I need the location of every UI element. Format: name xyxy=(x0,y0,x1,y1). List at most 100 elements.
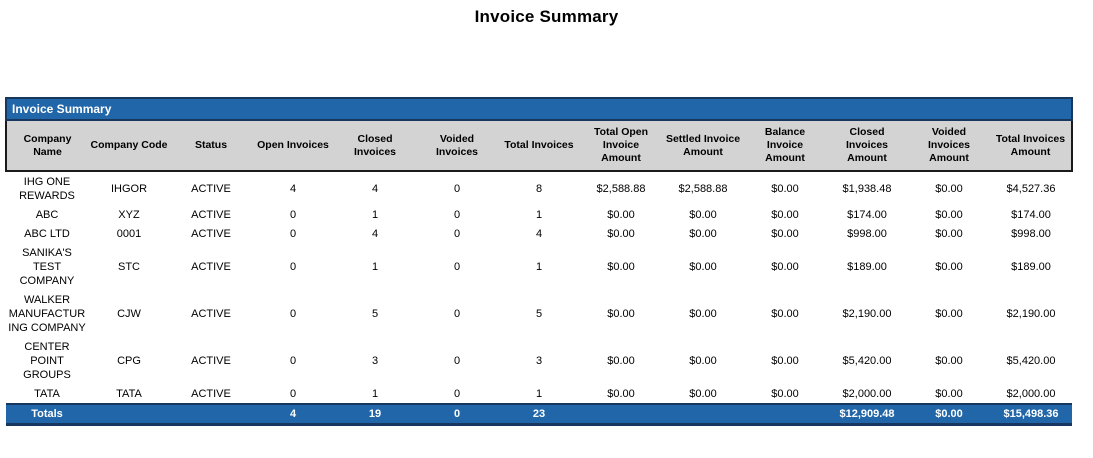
cell: 4 xyxy=(252,171,334,205)
cell: $0.00 xyxy=(744,205,826,224)
table-row: ABC XYZ ACTIVE 0 1 0 1 $0.00 $0.00 $0.00 $174.00 $0… xyxy=(6,205,1072,224)
cell: $174.00 xyxy=(990,205,1072,224)
cell: 0 xyxy=(252,243,334,290)
cell: $0.00 xyxy=(908,171,990,205)
cell: $0.00 xyxy=(580,224,662,243)
cell: 4 xyxy=(334,171,416,205)
totals-cell xyxy=(580,403,662,426)
table-row: SANIKA'S TEST COMPANY STC ACTIVE 0 1 0 1 $0.00 $… xyxy=(6,243,1072,290)
totals-cell: 4 xyxy=(252,403,334,426)
cell: $0.00 xyxy=(662,205,744,224)
cell: $0.00 xyxy=(908,205,990,224)
cell: ACTIVE xyxy=(170,171,252,205)
totals-cell: 19 xyxy=(334,403,416,426)
table-title-band-row: Invoice Summary xyxy=(5,97,1073,121)
table-row: CENTER POINT GROUPS CPG ACTIVE 0 3 0 3 $0.00 $0.… xyxy=(6,337,1072,384)
cell: $0.00 xyxy=(908,290,990,337)
cell: 1 xyxy=(498,384,580,404)
company-name-cell: SANIKA'S TEST COMPANY xyxy=(6,243,88,290)
cell: 0 xyxy=(416,337,498,384)
cell: 0 xyxy=(416,171,498,205)
company-name-cell: TATA xyxy=(6,384,88,404)
cell: 5 xyxy=(498,290,580,337)
table-row: IHG ONE REWARDS IHGOR ACTIVE 4 4 0 8 $2,588.88 $… xyxy=(6,171,1072,205)
cell: $0.00 xyxy=(744,171,826,205)
cell: 1 xyxy=(498,243,580,290)
cell: 0 xyxy=(416,243,498,290)
cell: 1 xyxy=(334,243,416,290)
table-foot: Totals 4 19 0 23 $12,909.48 $0.00 $15,498.36 xyxy=(6,403,1072,426)
company-name-cell: ABC xyxy=(6,205,88,224)
cell: 0 xyxy=(252,290,334,337)
table-row: TATA TATA ACTIVE 0 1 0 1 $0.00 $0.00 $0.00 $2,000.… xyxy=(6,384,1072,404)
cell: $2,190.00 xyxy=(990,290,1072,337)
table-row: ABC LTD 0001 ACTIVE 0 4 0 4 $0.00 $0.00 $0.00 $998… xyxy=(6,224,1072,243)
column-header: Total Invoices xyxy=(498,119,580,172)
cell: 0 xyxy=(416,224,498,243)
column-header: Closed Invoices Amount xyxy=(826,119,908,172)
totals-cell xyxy=(662,403,744,426)
cell: $0.00 xyxy=(580,243,662,290)
cell: 3 xyxy=(498,337,580,384)
totals-cell xyxy=(744,403,826,426)
totals-cell: 0 xyxy=(416,403,498,426)
cell: 8 xyxy=(498,171,580,205)
cell: $0.00 xyxy=(744,243,826,290)
column-header: Company Code xyxy=(88,119,170,172)
cell: 0 xyxy=(416,384,498,404)
cell: $0.00 xyxy=(744,290,826,337)
cell: $5,420.00 xyxy=(826,337,908,384)
cell: $1,938.48 xyxy=(826,171,908,205)
column-header: Voided Invoices xyxy=(416,119,498,172)
cell: $174.00 xyxy=(826,205,908,224)
cell: $998.00 xyxy=(826,224,908,243)
cell: TATA xyxy=(88,384,170,404)
company-name-cell: IHG ONE REWARDS xyxy=(6,171,88,205)
cell: XYZ xyxy=(88,205,170,224)
cell: $0.00 xyxy=(908,384,990,404)
totals-cell: 23 xyxy=(498,403,580,426)
cell: CPG xyxy=(88,337,170,384)
cell: $0.00 xyxy=(744,224,826,243)
cell: 1 xyxy=(334,384,416,404)
column-header: Closed Invoices xyxy=(334,119,416,172)
invoice-summary-table: Invoice Summary Company Name Company Code… xyxy=(5,97,1073,426)
cell: $0.00 xyxy=(580,290,662,337)
cell: $4,527.36 xyxy=(990,171,1072,205)
cell: $0.00 xyxy=(580,205,662,224)
table-title-band: Invoice Summary xyxy=(5,97,1073,121)
cell: $0.00 xyxy=(662,337,744,384)
cell: 0 xyxy=(252,384,334,404)
totals-row: Totals 4 19 0 23 $12,909.48 $0.00 $15,498.36 xyxy=(6,403,1072,426)
cell: $998.00 xyxy=(990,224,1072,243)
company-name-cell: ABC LTD xyxy=(6,224,88,243)
company-name-cell: WALKER MANUFACTURING COMPANY xyxy=(6,290,88,337)
cell: $2,000.00 xyxy=(990,384,1072,404)
cell: CJW xyxy=(88,290,170,337)
cell: $0.00 xyxy=(662,243,744,290)
cell: ACTIVE xyxy=(170,205,252,224)
company-name-cell: CENTER POINT GROUPS xyxy=(6,337,88,384)
table-head: Invoice Summary Company Name Company Code… xyxy=(5,97,1073,172)
cell: $0.00 xyxy=(744,337,826,384)
cell: ACTIVE xyxy=(170,337,252,384)
cell: $0.00 xyxy=(908,337,990,384)
cell: $0.00 xyxy=(662,224,744,243)
cell: $0.00 xyxy=(908,224,990,243)
cell: IHGOR xyxy=(88,171,170,205)
column-header: Total Invoices Amount xyxy=(990,119,1073,172)
cell: $0.00 xyxy=(662,290,744,337)
cell: $5,420.00 xyxy=(990,337,1072,384)
cell: ACTIVE xyxy=(170,290,252,337)
cell: $189.00 xyxy=(990,243,1072,290)
cell: $0.00 xyxy=(580,384,662,404)
totals-label: Totals xyxy=(6,403,88,426)
cell: $0.00 xyxy=(744,384,826,404)
column-header: Status xyxy=(170,119,252,172)
cell: 0 xyxy=(416,205,498,224)
cell: $2,190.00 xyxy=(826,290,908,337)
cell: 0 xyxy=(416,290,498,337)
totals-cell xyxy=(88,403,170,426)
cell: 5 xyxy=(334,290,416,337)
table-body: IHG ONE REWARDS IHGOR ACTIVE 4 4 0 8 $2,588.88 $… xyxy=(6,171,1072,404)
